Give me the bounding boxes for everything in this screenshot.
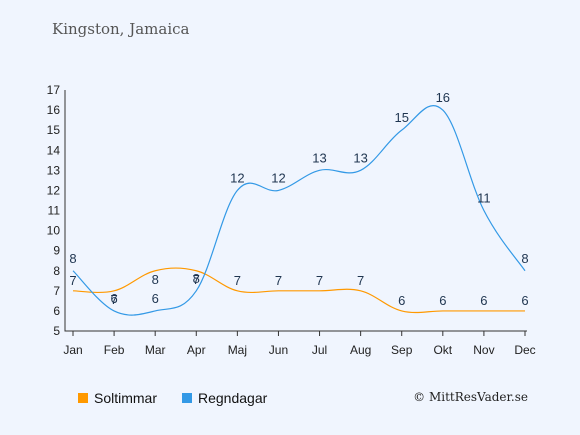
series-line-soltimmar bbox=[72, 267, 525, 314]
data-label-regndagar: 8 bbox=[521, 251, 528, 266]
y-tick-label: 10 bbox=[47, 224, 61, 238]
x-tick-label: Apr bbox=[187, 343, 206, 357]
y-tick-label: 6 bbox=[53, 304, 60, 318]
x-tick-label: Feb bbox=[104, 343, 125, 357]
data-label-soltimmar: 7 bbox=[193, 272, 200, 287]
data-label-soltimmar: 8 bbox=[152, 272, 159, 287]
x-tick-label: Maj bbox=[228, 343, 247, 357]
data-label-regndagar: 6 bbox=[152, 291, 159, 306]
data-label-regndagar: 8 bbox=[193, 271, 200, 286]
data-label-soltimmar: 6 bbox=[480, 293, 487, 308]
y-tick-label: 15 bbox=[47, 123, 61, 137]
series-line-regndagar bbox=[72, 104, 526, 316]
y-tick-label: 17 bbox=[47, 83, 61, 97]
x-tick-label: Aug bbox=[350, 343, 371, 357]
y-tick-label: 8 bbox=[53, 264, 60, 278]
legend-swatch-regndagar bbox=[182, 393, 192, 403]
data-label-soltimmar: 6 bbox=[398, 293, 405, 308]
data-label-soltimmar: 7 bbox=[357, 273, 364, 288]
legend-label-soltimmar: Soltimmar bbox=[94, 390, 158, 406]
data-label-soltimmar: 6 bbox=[521, 293, 528, 308]
x-tick-label: Nov bbox=[473, 343, 494, 357]
data-label-regndagar: 11 bbox=[477, 191, 491, 206]
chart-title: Kingston, Jamaica bbox=[52, 20, 190, 38]
y-tick-label: 13 bbox=[47, 163, 61, 177]
y-tick-label: 7 bbox=[53, 284, 60, 298]
data-label-soltimmar: 7 bbox=[275, 273, 282, 288]
data-label-regndagar: 13 bbox=[353, 150, 367, 165]
x-tick-label: Okt bbox=[433, 343, 452, 357]
x-tick-label: Jan bbox=[63, 343, 82, 357]
credit-text: © MittResVader.se bbox=[413, 390, 528, 404]
x-tick-label: Jun bbox=[269, 343, 288, 357]
data-label-soltimmar: 7 bbox=[110, 292, 117, 307]
data-label-regndagar: 12 bbox=[230, 170, 244, 185]
data-label-soltimmar: 7 bbox=[69, 273, 76, 288]
y-tick-label: 14 bbox=[47, 143, 61, 157]
y-tick-label: 5 bbox=[53, 324, 60, 338]
legend-item-soltimmar: Soltimmar bbox=[78, 390, 157, 406]
legend-item-regndagar: Regndagar bbox=[182, 390, 267, 406]
data-label-regndagar: 12 bbox=[271, 170, 285, 185]
data-label-regndagar: 15 bbox=[394, 110, 408, 125]
y-tick-label: 11 bbox=[48, 204, 61, 218]
x-tick-label: Jul bbox=[312, 343, 327, 357]
data-label-regndagar: 6 bbox=[110, 291, 117, 306]
y-tick-label: 9 bbox=[53, 244, 60, 258]
x-tick-label: Mar bbox=[145, 343, 166, 357]
legend-label-regndagar: Regndagar bbox=[198, 390, 268, 406]
x-tick-label: Sep bbox=[391, 343, 413, 357]
data-label-regndagar: 13 bbox=[312, 150, 326, 165]
data-label-regndagar: 8 bbox=[69, 251, 76, 266]
series-lines bbox=[72, 104, 526, 316]
y-tick-label: 16 bbox=[47, 103, 61, 117]
data-label-soltimmar: 7 bbox=[234, 273, 241, 288]
data-label-regndagar: 16 bbox=[436, 90, 450, 105]
data-label-soltimmar: 7 bbox=[316, 273, 323, 288]
data-label-soltimmar: 6 bbox=[439, 293, 446, 308]
y-tick-label: 12 bbox=[47, 183, 61, 197]
x-tick-label: Dec bbox=[514, 343, 535, 357]
legend-swatch-soltimmar bbox=[78, 393, 88, 403]
